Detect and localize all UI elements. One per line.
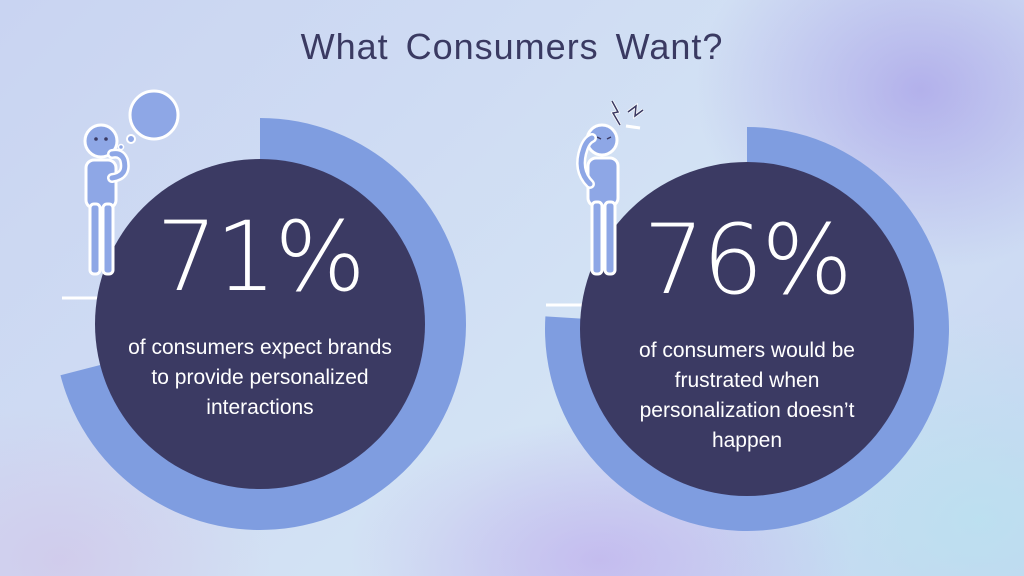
stat-circle: 76% of consumers would be frustrated whe… bbox=[580, 162, 914, 496]
stat-description: of consumers would be frustrated when pe… bbox=[639, 339, 855, 452]
stat-circle: 71% of consumers expect brands to provid… bbox=[95, 159, 425, 489]
stat-description: of consumers expect brands to provide pe… bbox=[128, 336, 392, 419]
stat-value: 76% bbox=[643, 204, 852, 316]
stat-value: 71% bbox=[156, 201, 365, 313]
page-title: What Consumers Want? bbox=[300, 26, 724, 67]
